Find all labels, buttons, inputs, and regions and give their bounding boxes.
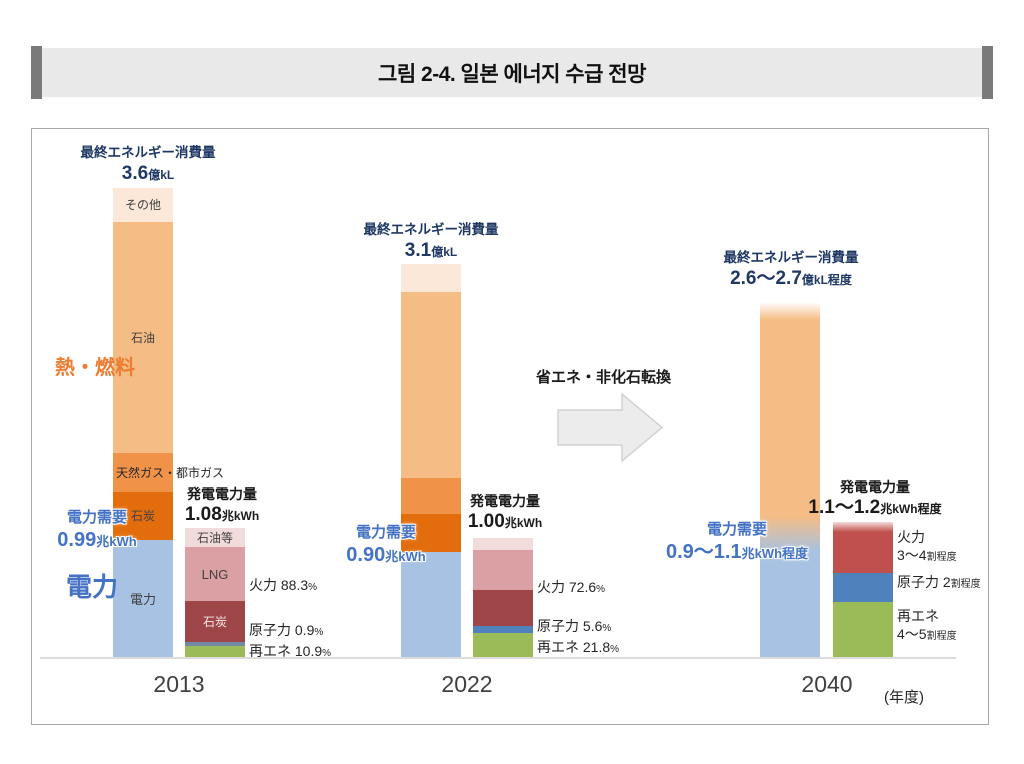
generation-label-2040: 発電電力量 1.1〜1.2兆kWh程度 (808, 479, 942, 519)
axis-unit-note: (年度) (884, 689, 924, 706)
heat-fuel-side-label: 熱・燃料 (55, 357, 135, 379)
generation-label-2013: 発電電力量 1.08兆kWh (184, 486, 260, 526)
title-bar-left-cap (31, 46, 42, 99)
bar-segment-石油: 石油 (113, 222, 173, 453)
bar-segment (473, 626, 533, 633)
generation-bar-2022 (473, 538, 533, 658)
bar-segment-label: その他 (124, 198, 161, 212)
bar-segment-電力: 電力 (113, 540, 173, 658)
bar-segment (401, 264, 461, 292)
bar-segment-label: 電力 (129, 591, 156, 607)
bar-segment (401, 552, 461, 658)
bar-segment (760, 302, 820, 320)
consumption-label-2013: 最終エネルギー消費量 3.6億kL (80, 145, 216, 184)
bar-segment-label: 石油等 (196, 530, 233, 545)
bar-segment (401, 478, 461, 514)
consumption-label-2040: 最終エネルギー消費量 2.6〜2.7億kL程度 (723, 250, 859, 289)
final-energy-bar-2022 (401, 264, 461, 658)
note-thermal-2022: 火力 72.6% (537, 579, 606, 595)
bar-segment (833, 522, 893, 532)
final-energy-bar-2040 (760, 302, 820, 658)
generation-bar-2040 (833, 522, 893, 658)
bar-segment (473, 538, 533, 550)
generation-label-2022: 発電電力量 1.00兆kWh (467, 493, 543, 533)
demand-label-2022: 電力需要 0.90兆kWh (346, 524, 426, 566)
bar-segment (401, 292, 461, 478)
note-thermal-2013: 火力 88.3% (249, 577, 318, 593)
bar-segment (833, 573, 893, 602)
bar-segment (760, 320, 820, 516)
bar-segment-その他: その他 (113, 188, 173, 222)
bar-segment (760, 552, 820, 658)
year-label-2040: 2040 (801, 671, 853, 697)
bar-segment-label: 天然ガス・都市ガス (116, 465, 225, 480)
figure-title: 그림 2-4. 일본 에너지 수급 전망 (378, 62, 646, 86)
figure-title-bar: 그림 2-4. 일본 에너지 수급 전망 (42, 48, 982, 97)
note-nuclear-2013: 原子力 0.9% (249, 622, 324, 638)
bar-segment (185, 642, 245, 646)
bar-segment-label: 石炭 (202, 614, 227, 629)
bar-segment (833, 602, 893, 658)
bar-segment-石炭: 石炭 (113, 492, 173, 540)
year-label-2022: 2022 (441, 671, 493, 697)
demand-label-2013: 電力需要 0.99兆kWh (57, 509, 137, 551)
title-bar-right-cap (982, 46, 993, 99)
bar-segment (473, 633, 533, 658)
note-renewable-2022: 再エネ 21.8% (537, 639, 620, 655)
bar-segment-石炭: 石炭 (185, 601, 245, 642)
bar-segment-label: LNG (201, 566, 229, 582)
bar-segment-LNG: LNG (185, 547, 245, 601)
bar-segment (401, 514, 461, 552)
final-energy-bar-2013: その他 石油 天然ガス・都市ガス 石炭 電力 (113, 188, 224, 658)
bar-segment (833, 532, 893, 573)
note-thermal-2040: 火力 3〜4割程度 (897, 529, 957, 563)
year-label-2013: 2013 (153, 671, 205, 697)
bar-segment (185, 646, 245, 658)
x-axis-line (40, 657, 956, 659)
note-nuclear-2040: 原子力 2割程度 (897, 574, 981, 590)
bar-segment-label: 石油 (130, 330, 155, 345)
note-nuclear-2022: 原子力 5.6% (537, 618, 612, 634)
generation-bar-2013: 石油等 LNG 石炭 (185, 528, 245, 658)
bar-segment (473, 550, 533, 590)
bar-segment (473, 590, 533, 626)
bar-segment-label: 石炭 (130, 509, 155, 523)
note-renewable-2013: 再エネ 10.9% (249, 643, 332, 659)
bar-segment-石油等: 石油等 (185, 528, 245, 547)
right-arrow-icon (557, 392, 664, 463)
demand-label-2040: 電力需要 0.9〜1.1兆kWh程度 (665, 521, 809, 563)
transition-label: 省エネ・非化石転換 (536, 369, 672, 386)
note-renewable-2040: 再エネ 4〜5割程度 (897, 608, 957, 642)
power-side-label: 電力 (66, 572, 119, 602)
consumption-label-2022: 最終エネルギー消費量 3.1億kL (363, 222, 499, 261)
bar-segment (760, 516, 820, 552)
bar-segment-天然ガス・都市ガス: 天然ガス・都市ガス (113, 453, 224, 492)
